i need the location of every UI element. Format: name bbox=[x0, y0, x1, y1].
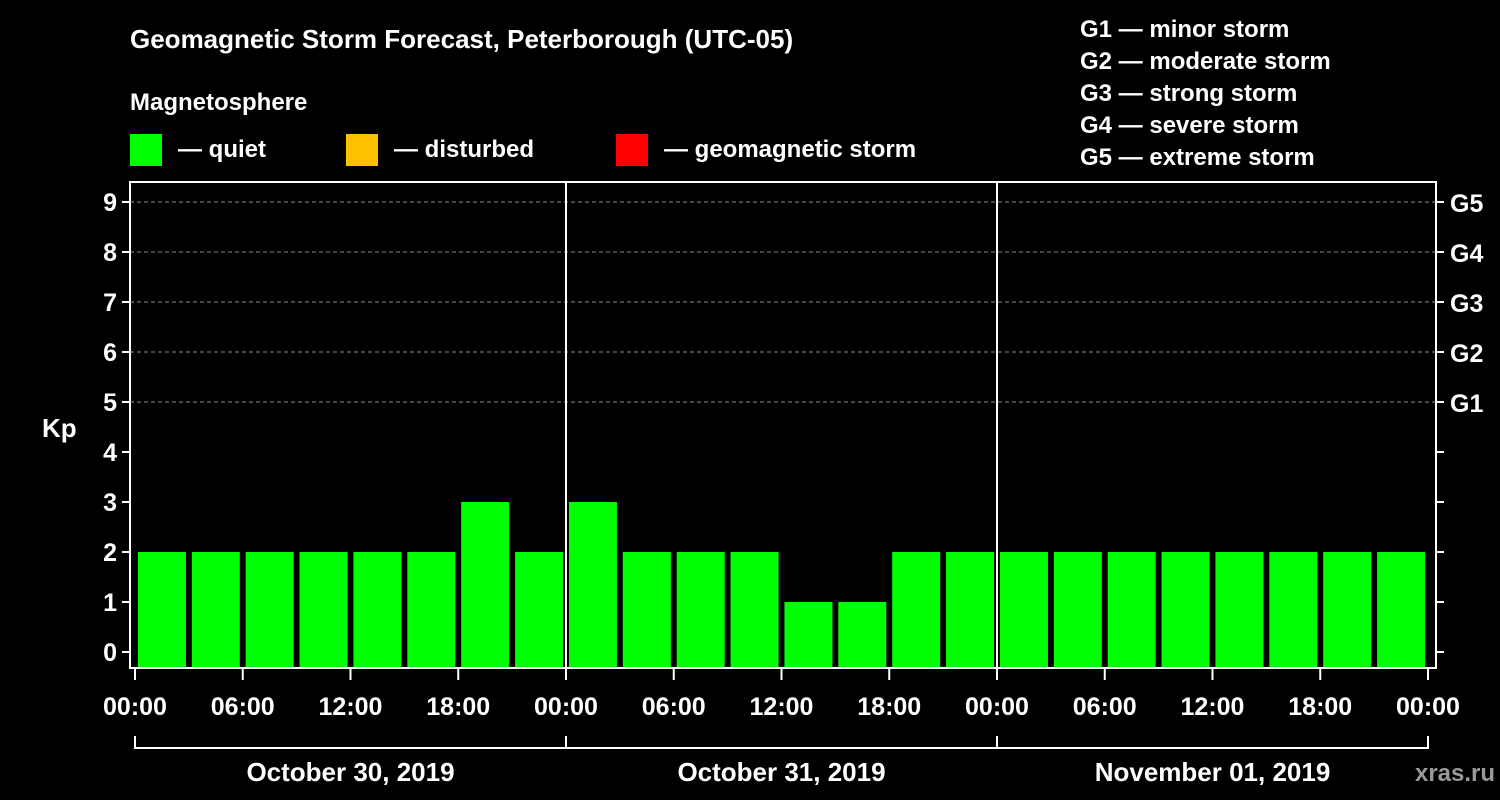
g-scale-label-g3: G3 bbox=[1450, 290, 1483, 318]
legend-heading: Magnetosphere bbox=[130, 89, 307, 116]
bar-10 bbox=[676, 552, 725, 668]
y-tick-label: 3 bbox=[103, 489, 117, 517]
y-tick-label: 2 bbox=[103, 539, 117, 567]
x-tick-label: 00:00 bbox=[1396, 693, 1460, 721]
x-tick-label: 12:00 bbox=[750, 693, 814, 721]
x-tick-label: 06:00 bbox=[1073, 693, 1137, 721]
bar-16 bbox=[999, 552, 1048, 668]
x-tick-label: 18:00 bbox=[1288, 693, 1352, 721]
g-scale-label-g5: G5 bbox=[1450, 190, 1483, 218]
legend-swatch-quiet bbox=[130, 134, 162, 166]
bar-2 bbox=[245, 552, 294, 668]
g-scale-label-g4: G4 bbox=[1450, 240, 1483, 268]
bars bbox=[137, 502, 1426, 668]
axes bbox=[122, 181, 1444, 749]
bar-17 bbox=[1053, 552, 1102, 668]
grid-lines bbox=[130, 201, 1436, 403]
x-tick-label: 00:00 bbox=[965, 693, 1029, 721]
y-tick-label: 7 bbox=[103, 289, 117, 317]
x-tick-label: 00:00 bbox=[103, 693, 167, 721]
y-tick-label: 5 bbox=[103, 389, 117, 417]
legend-label-disturbed: — disturbed bbox=[394, 136, 534, 163]
x-tick-label: 18:00 bbox=[857, 693, 921, 721]
bar-20 bbox=[1215, 552, 1264, 668]
bar-12 bbox=[784, 602, 833, 668]
tick-labels: 0 1 2 3 4 5 6 7 8 9 G5 G4 G3 G2 G1 00:00 06:00 12:00 18:00… bbox=[103, 189, 1483, 787]
chart-title: Geomagnetic Storm Forecast, Peterborough… bbox=[130, 24, 793, 54]
bar-22 bbox=[1323, 552, 1372, 668]
bar-7 bbox=[515, 552, 564, 668]
plot-frame bbox=[129, 181, 1437, 669]
bar-8 bbox=[568, 502, 617, 668]
bar-4 bbox=[353, 552, 402, 668]
g-legend-g4: G4 — severe storm bbox=[1080, 112, 1299, 139]
legend-swatch-disturbed bbox=[346, 134, 378, 166]
legend-swatch-storm bbox=[616, 134, 648, 166]
x-tick-label: 06:00 bbox=[642, 693, 706, 721]
day-label-1: October 31, 2019 bbox=[677, 757, 885, 787]
bar-9 bbox=[622, 552, 671, 668]
g-legend-g3: G3 — strong storm bbox=[1080, 80, 1297, 107]
bar-18 bbox=[1107, 552, 1156, 668]
bar-23 bbox=[1377, 552, 1426, 668]
day-label-0: October 30, 2019 bbox=[246, 757, 454, 787]
g-scale-label-g1: G1 bbox=[1450, 390, 1483, 418]
g-legend-g5: G5 — extreme storm bbox=[1080, 144, 1315, 171]
g-legend-g2: G2 — moderate storm bbox=[1080, 48, 1331, 75]
bar-21 bbox=[1269, 552, 1318, 668]
y-tick-label: 9 bbox=[103, 189, 117, 217]
bar-1 bbox=[191, 552, 240, 668]
bar-14 bbox=[892, 552, 941, 668]
bar-6 bbox=[461, 502, 510, 668]
bar-11 bbox=[730, 552, 779, 668]
y-tick-label: 4 bbox=[103, 439, 117, 467]
y-tick-label: 0 bbox=[103, 639, 117, 667]
y-tick-label: 8 bbox=[103, 239, 117, 267]
legend-label-quiet: — quiet bbox=[178, 136, 266, 163]
bar-15 bbox=[946, 552, 995, 668]
x-tick-label: 12:00 bbox=[319, 693, 383, 721]
bar-0 bbox=[137, 552, 186, 668]
x-tick-label: 18:00 bbox=[426, 693, 490, 721]
x-tick-label: 12:00 bbox=[1181, 693, 1245, 721]
legend-label-storm: — geomagnetic storm bbox=[664, 136, 916, 163]
day-label-2: November 01, 2019 bbox=[1095, 757, 1331, 787]
bar-5 bbox=[407, 552, 456, 668]
x-tick-label: 00:00 bbox=[534, 693, 598, 721]
y-tick-label: 6 bbox=[103, 339, 117, 367]
bar-3 bbox=[299, 552, 348, 668]
y-axis-label: Kp bbox=[42, 413, 77, 443]
bar-19 bbox=[1161, 552, 1210, 668]
g-scale-label-g2: G2 bbox=[1450, 340, 1483, 368]
y-tick-label: 1 bbox=[103, 589, 117, 617]
x-tick-label: 06:00 bbox=[211, 693, 275, 721]
bar-13 bbox=[838, 602, 887, 668]
g-legend-g1: G1 — minor storm bbox=[1080, 16, 1289, 43]
watermark: xras.ru bbox=[1415, 760, 1495, 787]
